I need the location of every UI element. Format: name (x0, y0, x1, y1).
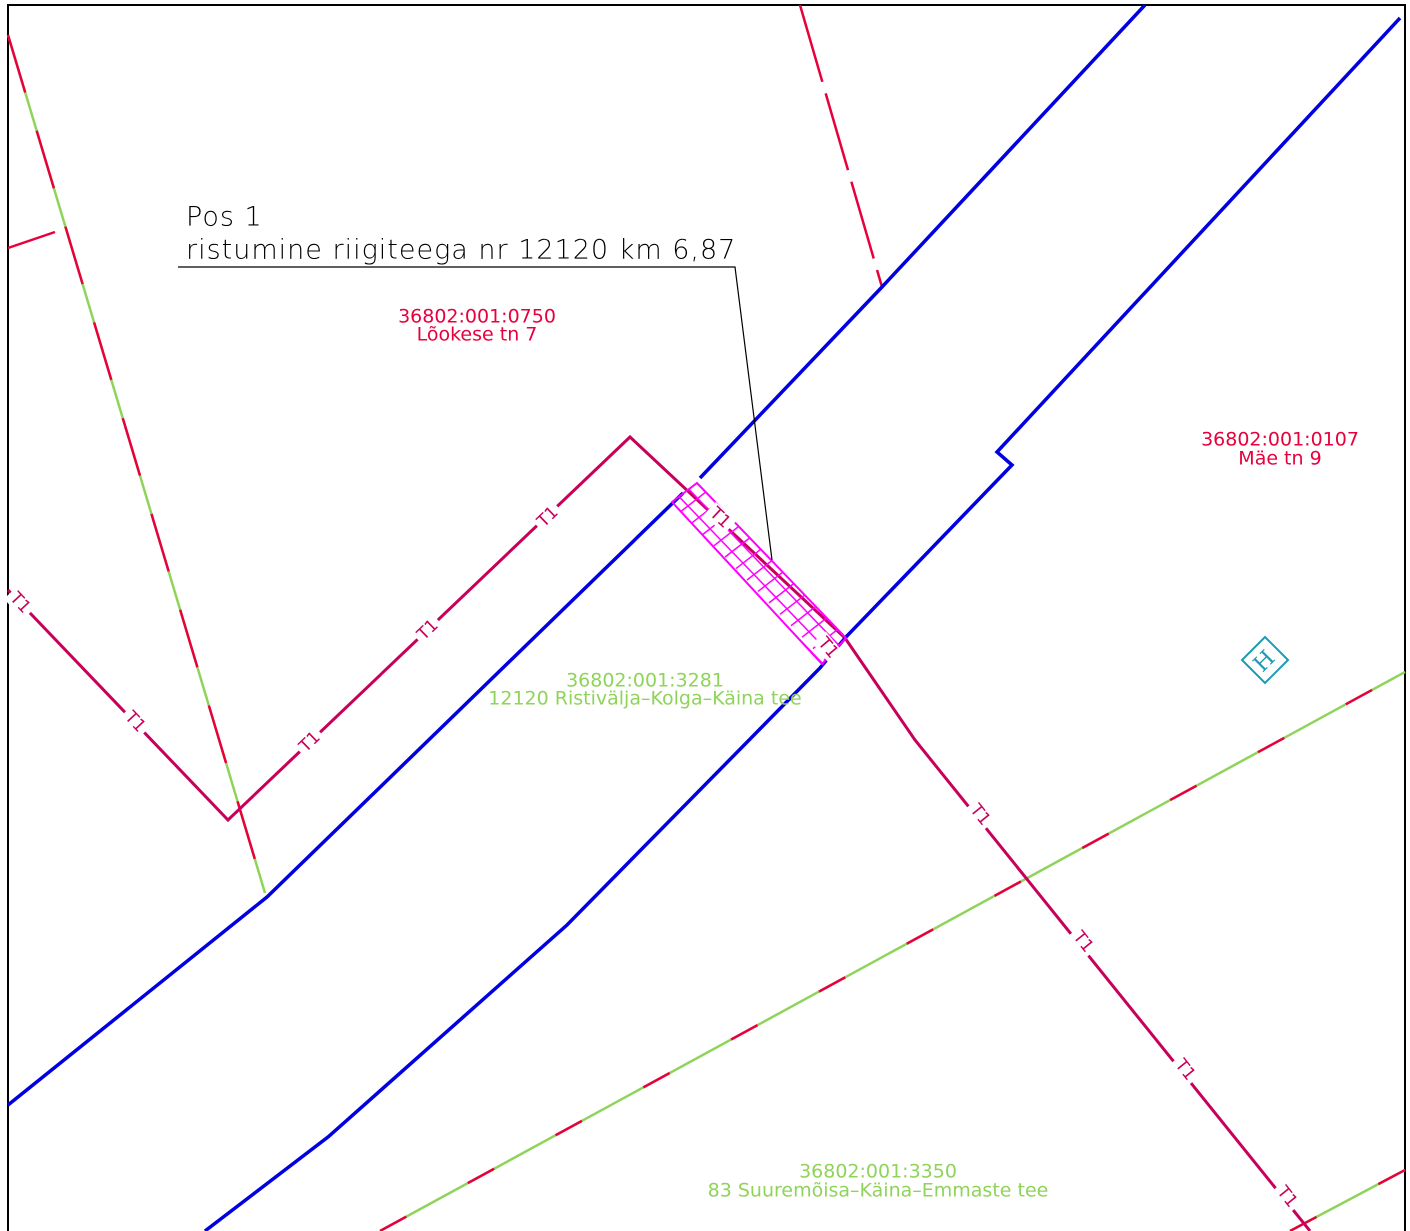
hatch-line (801, 483, 846, 638)
hatch-line (483, 125, 714, 305)
hatch-line (672, 483, 846, 569)
hatch-line (672, 483, 846, 639)
hatch-line (672, 589, 846, 664)
hatch-line (735, 483, 846, 570)
crossing-hatch (483, 115, 1099, 1026)
hatch-line (672, 554, 846, 664)
hatch-line (672, 483, 846, 604)
road-edges (6, 3, 1402, 1231)
hatch-line (600, 696, 900, 1008)
hatch-line (691, 483, 846, 524)
parcel-id: 36802:001:3281 (566, 670, 724, 692)
hatch-line (672, 483, 846, 551)
cable-label: T1 (1170, 1055, 1200, 1085)
hatch-line (672, 483, 846, 664)
hatch-line (560, 206, 791, 386)
hatch-line (834, 490, 846, 664)
annotation-title: Pos 1 (186, 202, 263, 233)
hatch-line (757, 483, 846, 593)
cable-label: T1 (965, 800, 995, 830)
hatch-line (672, 483, 846, 622)
label-mask (812, 631, 844, 665)
cable-label: T1 (1272, 1182, 1302, 1212)
label-mask (703, 501, 737, 535)
hatch-line (604, 251, 835, 431)
parcel-name: Lõokese tn 7 (417, 324, 538, 346)
parcel-id: 36802:001:0750 (398, 306, 556, 328)
hatch-line (672, 483, 846, 664)
hatch-line (637, 286, 868, 466)
hatch-line (672, 483, 846, 664)
hatch-line (600, 133, 900, 445)
frame (7, 4, 1406, 1231)
hatch-line (845, 502, 846, 664)
hatch-line (812, 483, 846, 650)
parcel-name: 83 Suuremõisa–Käina–Emmaste tee (708, 1180, 1049, 1202)
label-mask (1067, 925, 1099, 959)
hatch-line (746, 483, 846, 581)
hatch-line (626, 274, 857, 454)
label-mask (531, 500, 565, 534)
parcel-name: Mäe tn 9 (1238, 448, 1321, 470)
hatch-line (823, 483, 846, 661)
label-mask (1169, 1053, 1201, 1087)
hatch-line (680, 483, 846, 512)
label-mask (411, 613, 445, 647)
cable-label: T1 (1068, 927, 1098, 957)
hatch-line (600, 678, 900, 990)
hatch-line (494, 137, 725, 317)
hydrant-symbol: H (1240, 635, 1290, 685)
parcel-boundaries (6, 4, 1406, 1231)
hatch-line (702, 483, 846, 535)
hatch-line (790, 483, 846, 627)
hatch-line (713, 483, 846, 547)
label-mask (293, 725, 327, 759)
hatch-line (724, 483, 846, 558)
hatch-line (857, 514, 1088, 694)
hatch-line (600, 115, 900, 427)
hatch-line (672, 483, 846, 657)
hatch-line (615, 263, 846, 443)
parcel-id: 36802:001:3350 (799, 1161, 957, 1183)
label-mask (1271, 1180, 1303, 1214)
leader-line (178, 266, 773, 561)
hatch-line (600, 168, 900, 480)
hatch-line (868, 526, 1099, 706)
hatch-line (600, 714, 900, 1026)
label-mask (118, 705, 152, 739)
label-mask (964, 798, 996, 832)
hatch-line (672, 483, 846, 664)
annotation-text: ristumine riigiteega nr 12120 km 6,87 (186, 235, 736, 266)
parcel-name: 12120 Ristivälja–Kolga–Käina tee (488, 688, 801, 710)
parcel-id: 36802:001:0107 (1201, 429, 1359, 451)
label-mask (3, 586, 37, 620)
hatch-line (672, 572, 846, 664)
hatch-line (538, 183, 769, 363)
